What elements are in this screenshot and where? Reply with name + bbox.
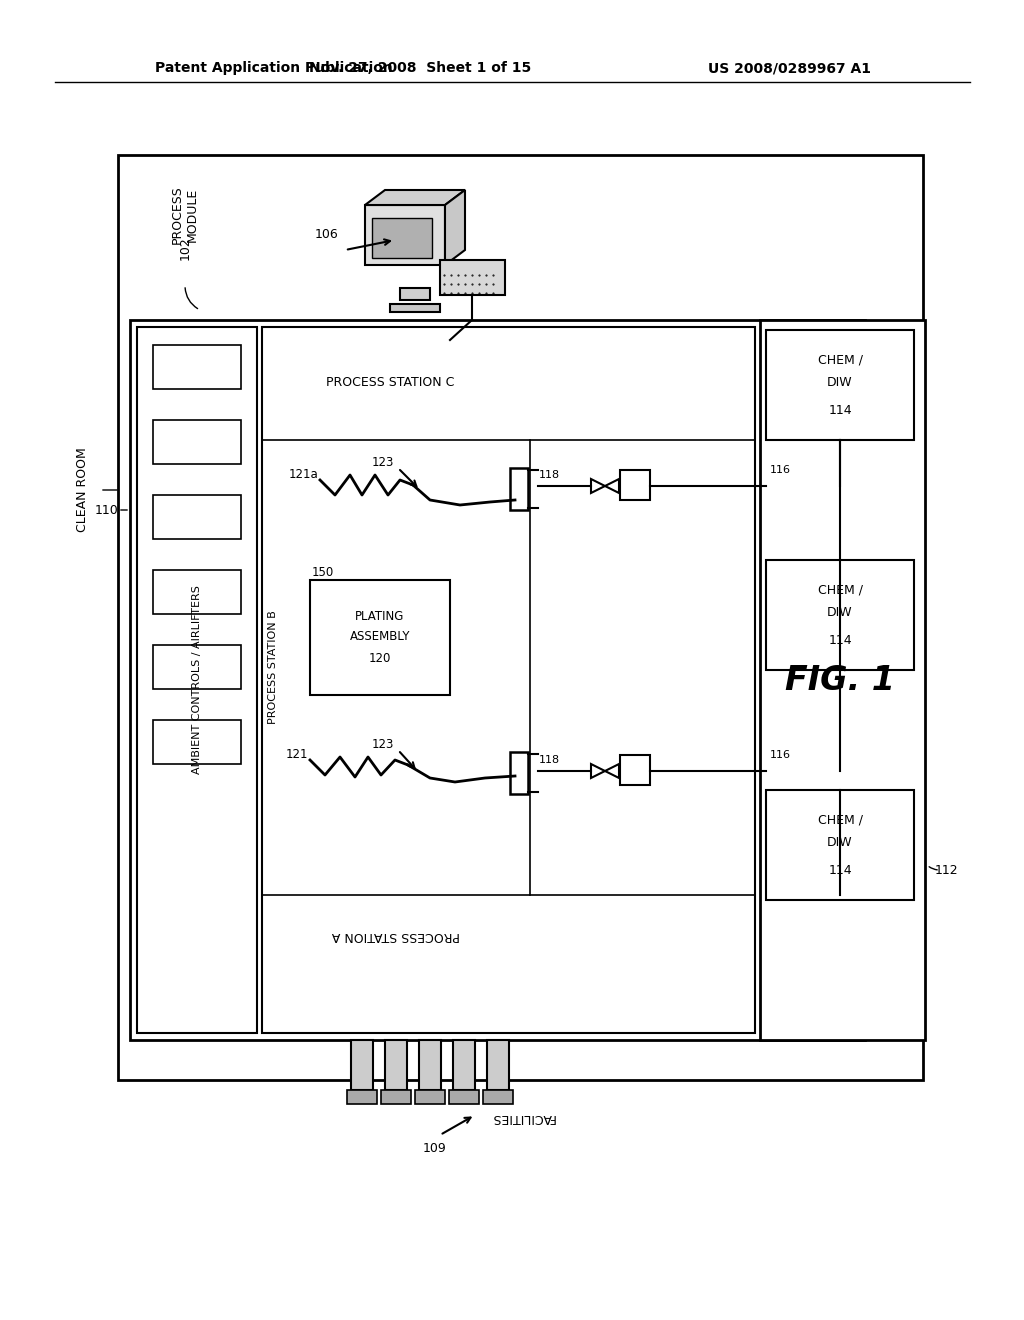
Bar (153, 345, 241, 389)
Bar (483, 1090, 513, 1104)
Text: ASSEMBLY: ASSEMBLY (350, 631, 411, 644)
Bar (381, 1090, 411, 1104)
Text: PROCESS STATION C: PROCESS STATION C (326, 375, 455, 388)
Text: 109: 109 (423, 1142, 446, 1155)
Bar (510, 469, 528, 510)
Polygon shape (445, 190, 465, 265)
Text: 114: 114 (828, 404, 852, 417)
Text: 102: 102 (178, 236, 191, 260)
Bar (487, 1040, 509, 1090)
Text: AMBIENT CONTROLS / AIRLIFTERS: AMBIENT CONTROLS / AIRLIFTERS (193, 586, 202, 775)
Bar (118, 154, 923, 1080)
Bar (137, 327, 257, 1034)
Text: 114: 114 (828, 863, 852, 876)
Text: 120: 120 (369, 652, 391, 664)
Text: FACILITIES: FACILITIES (490, 1111, 555, 1125)
Bar (620, 755, 650, 785)
Bar (153, 719, 241, 764)
Bar (365, 205, 445, 265)
Bar (153, 570, 241, 614)
Bar (153, 645, 241, 689)
Bar (415, 1090, 445, 1104)
Bar (760, 319, 925, 1040)
Text: CLEAN ROOM: CLEAN ROOM (77, 447, 89, 532)
Bar (766, 330, 914, 440)
Text: 116: 116 (770, 750, 791, 760)
Text: DIW: DIW (827, 375, 853, 388)
Text: US 2008/0289967 A1: US 2008/0289967 A1 (709, 61, 871, 75)
Text: 106: 106 (314, 228, 338, 242)
Bar (385, 1040, 407, 1090)
Bar (153, 420, 241, 465)
Text: 116: 116 (770, 465, 791, 475)
Bar (310, 579, 450, 696)
Text: DIW: DIW (827, 606, 853, 619)
Text: CHEM /: CHEM / (817, 354, 862, 367)
Text: 118: 118 (539, 755, 559, 766)
Text: PROCESS
MODULE: PROCESS MODULE (171, 186, 199, 244)
Bar (766, 560, 914, 671)
Text: 123: 123 (372, 738, 394, 751)
Bar (620, 470, 650, 500)
Text: 118: 118 (539, 470, 559, 480)
Text: 110: 110 (94, 503, 118, 516)
Bar (400, 288, 430, 300)
Text: CHEM /: CHEM / (817, 813, 862, 826)
Text: 121a: 121a (288, 469, 318, 482)
Bar (449, 1090, 479, 1104)
Text: PLATING: PLATING (355, 610, 404, 623)
Bar (510, 752, 528, 795)
Text: 112: 112 (935, 863, 958, 876)
Bar (153, 495, 241, 539)
Bar (372, 218, 432, 257)
Text: CHEM /: CHEM / (817, 583, 862, 597)
Polygon shape (365, 190, 465, 205)
Text: 150: 150 (312, 565, 334, 578)
Bar (419, 1040, 441, 1090)
Text: 121: 121 (286, 748, 308, 762)
Bar (130, 319, 865, 1040)
Bar (440, 260, 505, 294)
Bar (390, 304, 440, 312)
Text: FIG. 1: FIG. 1 (785, 664, 895, 697)
Text: DIW: DIW (827, 836, 853, 849)
Text: Patent Application Publication: Patent Application Publication (155, 61, 393, 75)
Text: 114: 114 (828, 634, 852, 647)
Bar (766, 789, 914, 900)
Text: PROCESS STATION B: PROCESS STATION B (268, 610, 278, 723)
Text: Nov. 27, 2008  Sheet 1 of 15: Nov. 27, 2008 Sheet 1 of 15 (309, 61, 531, 75)
Bar (347, 1090, 377, 1104)
Text: PROCESS STATION A: PROCESS STATION A (332, 928, 460, 941)
Bar (351, 1040, 373, 1090)
Bar (453, 1040, 475, 1090)
Bar (262, 327, 755, 1034)
Text: 123: 123 (372, 457, 394, 470)
